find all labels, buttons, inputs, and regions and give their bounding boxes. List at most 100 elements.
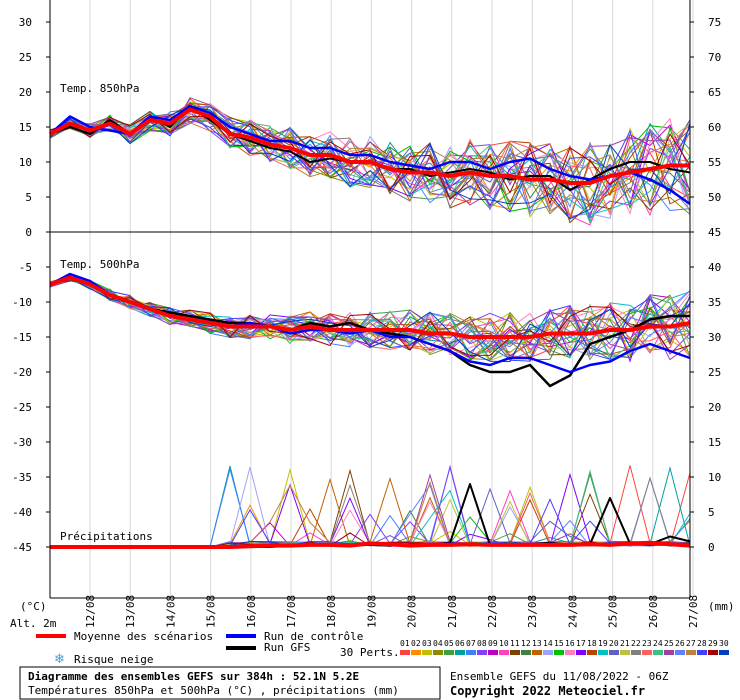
- t850-left-tick: 20: [19, 86, 32, 99]
- pert-number: 21: [620, 639, 630, 648]
- pert-number: 08: [477, 639, 487, 648]
- pert-number: 03: [422, 639, 432, 648]
- x-tick-label: 13/08: [124, 595, 137, 628]
- pert-color-swatch: [587, 650, 597, 655]
- legend-control-label: Run de contrôle: [264, 630, 363, 643]
- t850-member-line: [49, 109, 691, 212]
- t500-mean-line: [49, 275, 691, 339]
- info-box-frame: [19, 666, 441, 700]
- pert-color-swatch: [411, 650, 421, 655]
- ensemble-members: [49, 97, 691, 548]
- x-tick-label: 22/08: [486, 595, 499, 628]
- pert-color-swatch: [598, 650, 608, 655]
- x-tick-label: 17/08: [285, 595, 298, 628]
- pert-color-swatch: [708, 650, 718, 655]
- t850-right-tick: 50: [708, 191, 721, 204]
- chart-grid: [89, 0, 694, 598]
- t500-right-tick: 30: [708, 331, 721, 344]
- x-tick-label: 24/08: [566, 595, 579, 628]
- perturbation-legend: 01 02 03 04 05 06 07 08 09 10 11 12 13 14 15 16 17 18 19 20…: [400, 639, 729, 655]
- altitude-label: Alt. 2m: [10, 617, 57, 630]
- pert-number: 24: [653, 639, 663, 648]
- pert-color-swatch: [686, 650, 696, 655]
- pert-number: 22: [631, 639, 641, 648]
- t850-right-tick: 65: [708, 86, 721, 99]
- t500-right-tick: 15: [708, 436, 721, 449]
- right-unit-label: (mm): [708, 600, 735, 613]
- x-tick-label: 25/08: [607, 595, 620, 628]
- pert-color-swatch: [455, 650, 465, 655]
- pert-number: 17: [576, 639, 586, 648]
- x-tick-label: 15/08: [205, 595, 218, 628]
- legend-gfs-label: Run GFS: [264, 641, 310, 654]
- pert-color-swatch: [510, 650, 520, 655]
- pert-color-swatch: [433, 650, 443, 655]
- t850-mean-line: [49, 107, 690, 185]
- pert-color-swatch: [664, 650, 674, 655]
- pert-number: 07: [466, 639, 476, 648]
- pert-number: 01: [400, 639, 410, 648]
- pert-color-swatch: [642, 650, 652, 655]
- chart-axes: [46, 0, 694, 599]
- t850-member-line: [49, 106, 691, 213]
- pert-color-swatch: [444, 650, 454, 655]
- t500-left-tick: -25: [12, 401, 32, 414]
- t500-left-tick: -15: [12, 331, 32, 344]
- info-box-title: Diagramme des ensembles GEFS sur 384h : …: [28, 670, 359, 683]
- t850-right-tick: 55: [708, 156, 721, 169]
- pert-color-swatch: [620, 650, 630, 655]
- pert-color-swatch: [488, 650, 498, 655]
- copyright: Copyright 2022 Meteociel.fr: [450, 684, 645, 698]
- info-box: Diagramme des ensembles GEFS sur 384h : …: [19, 666, 441, 700]
- t500-right-tick: 0: [708, 541, 715, 554]
- pert-number: 29: [708, 639, 718, 648]
- pert-color-swatch: [499, 650, 509, 655]
- info-box-subtitle: Températures 850hPa et 500hPa (°C) , pré…: [28, 684, 399, 697]
- pert-number: 09: [488, 639, 498, 648]
- snowflake-icon: ❄: [54, 652, 65, 667]
- pert-number: 20: [609, 639, 619, 648]
- x-tick-label: 23/08: [526, 595, 539, 628]
- pert-number: 26: [675, 639, 685, 648]
- precip-panel-label: Précipitations: [60, 530, 153, 543]
- t500-member-line: [49, 280, 691, 361]
- x-tick-label: 16/08: [245, 595, 258, 628]
- pert-number: 14: [543, 639, 553, 648]
- t850-left-tick: 25: [19, 51, 32, 64]
- pert-number: 06: [455, 639, 465, 648]
- pert-number: 11: [510, 639, 520, 648]
- t500-left-tick: -30: [12, 436, 32, 449]
- pert-number: 19: [598, 639, 608, 648]
- x-tick-label: 26/08: [647, 595, 660, 628]
- pert-color-swatch: [719, 650, 729, 655]
- pert-color-swatch: [609, 650, 619, 655]
- t500-left-tick: -45: [12, 541, 32, 554]
- legend-snow-label: Risque neige: [74, 653, 153, 666]
- pert-number: 05: [444, 639, 454, 648]
- pert-color-swatch: [697, 650, 707, 655]
- t500-left-tick: -20: [12, 366, 32, 379]
- pert-color-swatch: [565, 650, 575, 655]
- pert-color-swatch: [532, 650, 542, 655]
- pert-color-swatch: [521, 650, 531, 655]
- t850-left-tick: 15: [19, 121, 32, 134]
- tick-labels: 12/08 13/08 14/08 15/08 16/08 17/08 18/08 19/08…: [12, 16, 721, 628]
- pert-color-swatch: [400, 650, 410, 655]
- t500-right-tick: 40: [708, 261, 721, 274]
- pert-color-swatch: [554, 650, 564, 655]
- main-series: [49, 104, 691, 549]
- t500-right-tick: 25: [708, 366, 721, 379]
- pert-number: 15: [554, 639, 564, 648]
- x-tick-label: 20/08: [406, 595, 419, 628]
- t500-right-tick: 10: [708, 471, 721, 484]
- legend-mean-label: Moyenne des scénarios: [74, 630, 213, 643]
- pert-color-swatch: [466, 650, 476, 655]
- pert-color-swatch: [422, 650, 432, 655]
- pert-color-swatch: [631, 650, 641, 655]
- legend-perts-label: 30 Perts.: [340, 646, 400, 659]
- t500-right-tick: 35: [708, 296, 721, 309]
- pert-number: 10: [499, 639, 509, 648]
- t500-left-tick: -35: [12, 471, 32, 484]
- x-tick-label: 27/08: [687, 595, 700, 628]
